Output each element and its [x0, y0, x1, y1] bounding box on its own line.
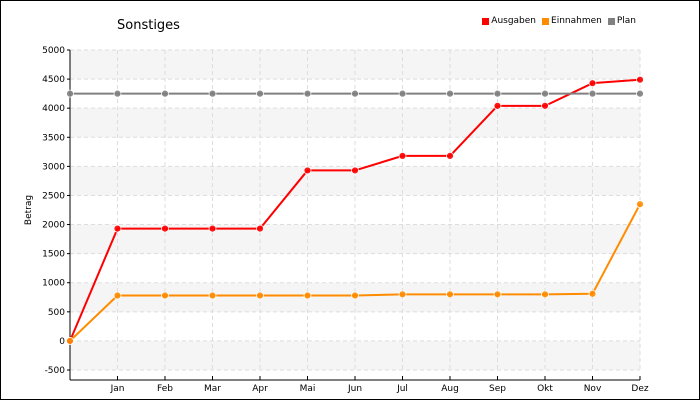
x-tick-label: Sep [489, 384, 506, 394]
x-tick-label: Nov [584, 384, 602, 394]
data-point-plan [588, 89, 597, 98]
y-axis-label: Betrag [24, 195, 34, 225]
x-tick-label: Feb [157, 384, 173, 394]
data-point-ausgaben [351, 166, 359, 175]
data-point-ausgaben [541, 101, 549, 110]
data-point-plan [636, 89, 644, 98]
data-point-einnahmen [541, 290, 549, 299]
data-point-einnahmen [66, 337, 74, 345]
x-tick-label: Aug [441, 384, 459, 394]
x-tick-label: Mar [204, 384, 221, 394]
data-point-ausgaben [446, 151, 454, 160]
legend-swatch-plan [607, 17, 615, 25]
data-point-ausgaben [636, 75, 644, 84]
x-tick-label: Jul [396, 384, 408, 394]
legend-item-plan: Plan [607, 16, 636, 26]
data-point-plan [113, 89, 122, 98]
y-tick-label: 3500 [42, 133, 65, 143]
y-tick-label: 1500 [42, 250, 65, 260]
data-point-einnahmen [161, 291, 169, 300]
data-point-plan [161, 89, 169, 98]
x-tick-label: Jun [347, 384, 362, 394]
x-tick-label: Mai [300, 384, 316, 394]
data-point-plan [446, 89, 454, 98]
y-tick-label: 0 [59, 337, 65, 347]
y-tick-label: 4500 [42, 75, 65, 85]
data-point-einnahmen [636, 200, 644, 209]
chart-series [66, 75, 644, 345]
data-point-einnahmen [588, 289, 597, 298]
data-point-einnahmen [351, 291, 359, 300]
y-tick-label: 500 [48, 308, 65, 318]
chart-legend: Ausgaben Einnahmen Plan [482, 16, 636, 26]
data-point-einnahmen [398, 290, 407, 299]
chart-axes: -500 0 500 1000 1500 2000 2500 3000 3500 4000 4500… [42, 46, 649, 394]
data-point-einnahmen [208, 291, 217, 300]
data-point-ausgaben [161, 224, 169, 233]
data-point-plan [351, 89, 359, 98]
y-tick-label: 4000 [42, 104, 65, 114]
chart-grid [69, 49, 641, 371]
chart-title: Sonstiges [117, 18, 180, 33]
data-point-plan [303, 89, 312, 98]
data-point-plan [256, 89, 264, 98]
y-tick-label: 3000 [42, 162, 65, 172]
legend-swatch-einnahmen [542, 17, 550, 25]
x-tick-label: Jan [110, 384, 125, 394]
x-tick-label: Dez [631, 384, 648, 394]
data-point-plan [398, 89, 407, 98]
data-point-plan [493, 89, 502, 98]
y-tick-label: 5000 [42, 46, 65, 56]
data-point-ausgaben [113, 224, 122, 233]
chart-bands [70, 50, 640, 370]
data-point-ausgaben [588, 79, 597, 88]
x-tick-label: Apr [252, 384, 268, 394]
data-point-einnahmen [256, 291, 264, 300]
data-point-ausgaben [493, 101, 502, 110]
data-point-ausgaben [208, 224, 217, 233]
data-point-einnahmen [493, 290, 502, 299]
x-tick-label: Okt [537, 384, 553, 394]
data-point-plan [541, 89, 549, 98]
data-point-plan [208, 89, 217, 98]
data-point-einnahmen [113, 291, 122, 300]
legend-swatch-ausgaben [482, 17, 490, 25]
legend-label-ausgaben: Ausgaben [491, 16, 537, 26]
legend-item-einnahmen: Einnahmen [542, 16, 602, 26]
y-tick-label: 2500 [42, 191, 65, 201]
data-point-einnahmen [303, 291, 312, 300]
legend-label-plan: Plan [616, 16, 636, 26]
legend-item-ausgaben: Ausgaben [482, 16, 536, 26]
y-tick-label: -500 [45, 366, 66, 376]
data-point-einnahmen [446, 290, 454, 299]
data-point-ausgaben [256, 224, 264, 233]
legend-label-einnahmen: Einnahmen [551, 16, 602, 26]
data-point-ausgaben [303, 166, 312, 175]
y-tick-label: 1000 [42, 279, 65, 289]
data-point-plan [66, 89, 74, 98]
y-tick-label: 2000 [42, 221, 65, 231]
data-point-ausgaben [398, 151, 407, 160]
